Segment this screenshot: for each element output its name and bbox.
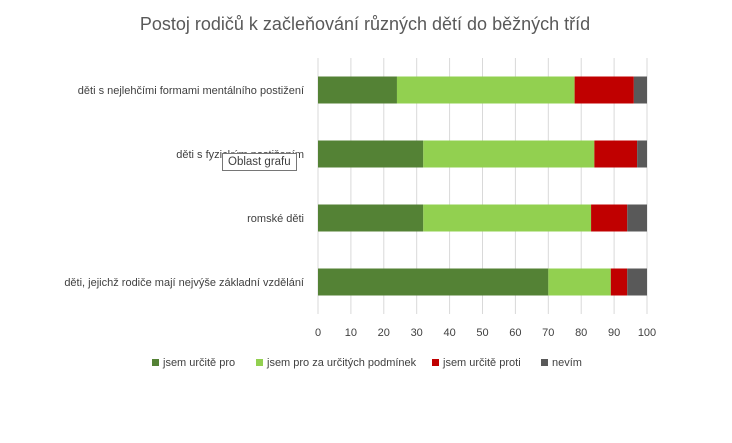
legend-swatch <box>152 359 159 366</box>
x-tick-label: 70 <box>542 327 554 339</box>
category-labels: děti s nejlehčími formami mentálního pos… <box>64 85 304 289</box>
legend-swatch <box>432 359 439 366</box>
bar-segment[interactable] <box>396 76 575 104</box>
legend-label: jsem pro za určitých podmínek <box>266 357 417 369</box>
x-tick-label: 30 <box>411 327 423 339</box>
x-tick-label: 40 <box>443 327 455 339</box>
category-label: děti s nejlehčími formami mentálního pos… <box>78 85 304 97</box>
legend-label: jsem určitě pro <box>162 357 235 369</box>
x-tick-label: 90 <box>608 327 620 339</box>
x-tick-labels: 0 10 20 30 40 50 60 70 80 90 100 <box>315 327 656 339</box>
x-tick-label: 60 <box>509 327 521 339</box>
bar-segment[interactable] <box>627 268 647 296</box>
x-tick-label: 100 <box>638 327 656 339</box>
bar-segment[interactable] <box>318 76 397 104</box>
bar-segment[interactable] <box>423 140 595 168</box>
legend: jsem určitě pro jsem pro za určitých podm… <box>152 357 582 369</box>
chart-title: Postoj rodičů k začleňování různých dětí… <box>140 14 590 34</box>
legend-item[interactable]: jsem určitě pro <box>152 357 235 369</box>
bar-segment[interactable] <box>548 268 611 296</box>
x-tick-label: 50 <box>476 327 488 339</box>
x-tick-label: 20 <box>378 327 390 339</box>
legend-label: nevím <box>552 357 582 369</box>
bar-segment[interactable] <box>594 140 638 168</box>
bars <box>318 76 647 296</box>
category-label: děti, jejichž rodiče mají nejvýše základ… <box>64 277 304 289</box>
bar-segment[interactable] <box>633 76 647 104</box>
bar-segment[interactable] <box>423 204 592 232</box>
bar-segment[interactable] <box>574 76 634 104</box>
legend-item[interactable]: nevím <box>541 357 582 369</box>
x-tick-label: 10 <box>345 327 357 339</box>
bar-segment[interactable] <box>318 204 424 232</box>
legend-swatch <box>256 359 263 366</box>
bar-segment[interactable] <box>637 140 647 168</box>
legend-swatch <box>541 359 548 366</box>
legend-item[interactable]: jsem určitě proti <box>432 357 521 369</box>
bar-segment[interactable] <box>318 140 424 168</box>
legend-item[interactable]: jsem pro za určitých podmínek <box>256 357 417 369</box>
chart-area-tooltip: Oblast grafu <box>222 153 297 171</box>
bar-segment[interactable] <box>610 268 628 296</box>
bar-segment[interactable] <box>591 204 628 232</box>
bar-segment[interactable] <box>627 204 647 232</box>
bar-segment[interactable] <box>318 268 549 296</box>
x-tick-label: 0 <box>315 327 321 339</box>
legend-label: jsem určitě proti <box>442 357 521 369</box>
x-tick-label: 80 <box>575 327 587 339</box>
category-label: romské děti <box>247 213 304 225</box>
